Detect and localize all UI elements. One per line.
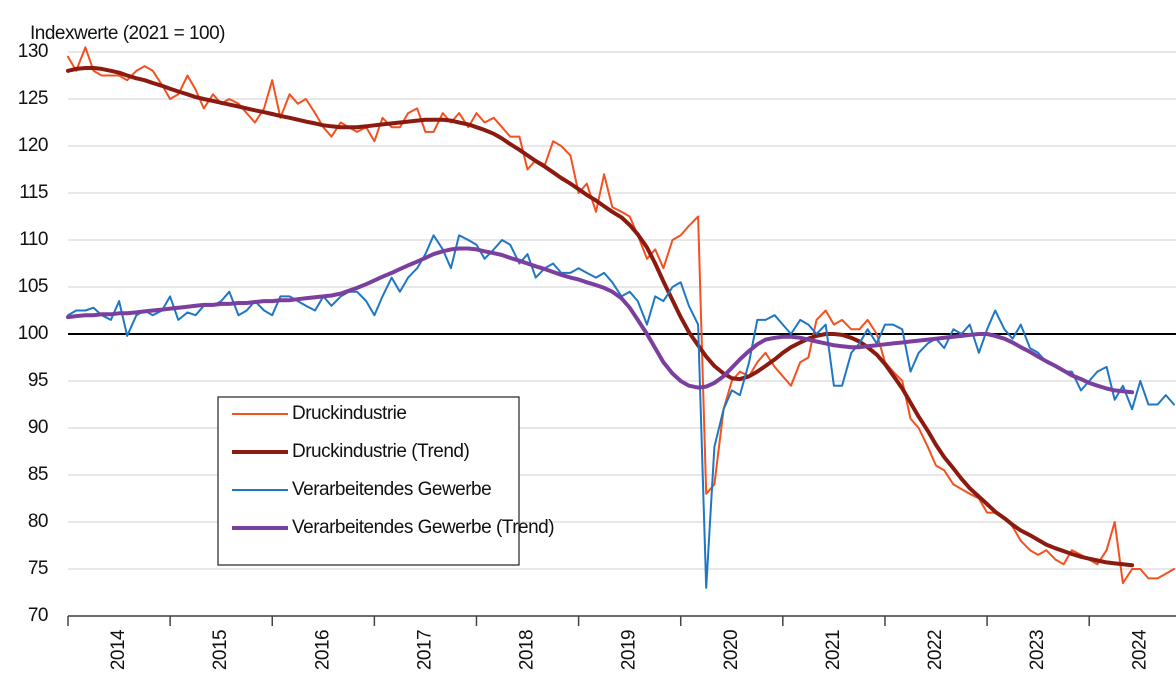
x-tick-label: 2020 <box>721 630 742 670</box>
y-tick-label: 105 <box>18 276 48 297</box>
y-tick-label: 125 <box>18 88 48 109</box>
x-tick-label: 2023 <box>1027 630 1048 670</box>
y-tick-label: 80 <box>28 511 48 532</box>
legend-label: Druckindustrie <box>292 403 406 424</box>
series-line <box>67 46 1175 585</box>
legend-box <box>217 396 520 566</box>
x-tick-label: 2018 <box>517 630 538 670</box>
y-tick-label: 95 <box>28 370 48 391</box>
legend-label: Verarbeitendes Gewerbe <box>292 479 491 500</box>
x-tick-label: 2021 <box>823 630 844 670</box>
y-tick-label: 75 <box>28 558 48 579</box>
x-tick-label: 2022 <box>925 630 946 670</box>
y-tick-label: 70 <box>28 605 48 626</box>
y-tick-label: 130 <box>18 41 48 62</box>
y-tick-label: 120 <box>18 135 48 156</box>
x-tick-label: 2024 <box>1129 629 1150 670</box>
legend: Druckindustrie Druckindustrie (Trend) Vera… <box>217 396 555 566</box>
x-tick-label: 2015 <box>210 630 231 670</box>
series-line <box>66 66 1135 568</box>
series-line <box>66 246 1135 395</box>
x-tick-label: 2014 <box>108 629 129 670</box>
y-tick-label: 85 <box>28 464 48 485</box>
legend-label: Verarbeitendes Gewerbe (Trend) <box>292 517 554 538</box>
y-tick-label: 90 <box>28 417 48 438</box>
y-axis-label: Indexwerte (2021 = 100) <box>30 23 225 44</box>
y-tick-label: 115 <box>19 182 48 203</box>
x-tick-label: 2016 <box>312 630 333 670</box>
legend-label: Druckindustrie (Trend) <box>292 441 469 462</box>
x-tick-label: 2019 <box>619 630 640 670</box>
y-tick-label: 100 <box>18 323 48 344</box>
y-tick-label: 110 <box>19 229 48 250</box>
x-tick-label: 2017 <box>414 630 435 670</box>
